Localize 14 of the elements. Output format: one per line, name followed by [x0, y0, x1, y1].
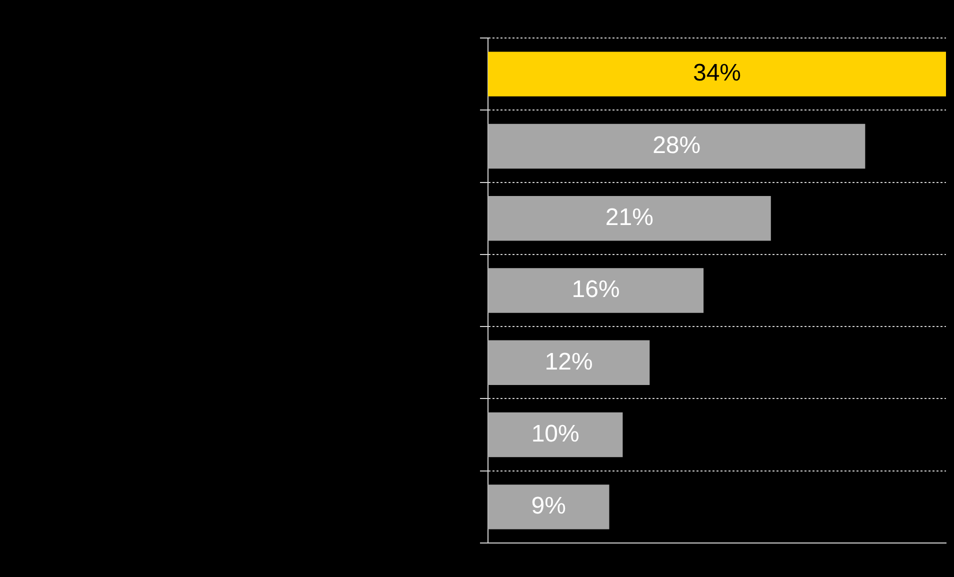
data-label: 34% — [692, 60, 742, 87]
bar — [488, 412, 623, 458]
data-label: 16% — [572, 276, 620, 304]
bar — [488, 268, 704, 313]
bar — [488, 484, 610, 530]
data-label: 21% — [605, 204, 654, 231]
bar — [488, 196, 771, 241]
data-label: 28% — [652, 132, 701, 159]
data-label: 12% — [544, 348, 593, 376]
data-label: 10% — [531, 420, 580, 448]
bar — [488, 124, 866, 169]
bar — [488, 340, 650, 386]
data-label: 9% — [531, 492, 566, 520]
bar — [488, 52, 946, 96]
